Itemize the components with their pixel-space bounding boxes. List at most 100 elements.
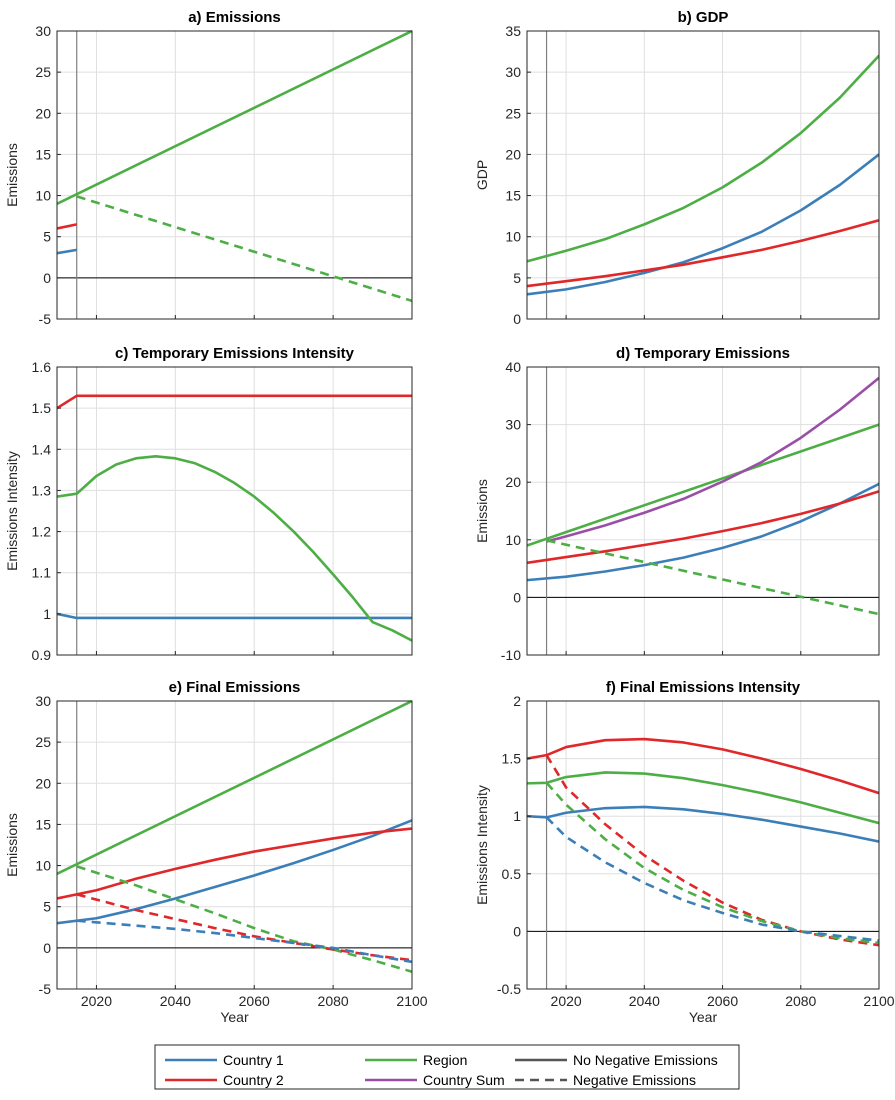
ytick-label: 30 bbox=[505, 417, 521, 433]
panel-title: d) Temporary Emissions bbox=[616, 345, 790, 362]
panel-a-emissions: -5 0 5 10 15 20 25 30 a) Emissions Emissions bbox=[4, 9, 413, 327]
x-axis-label: Year bbox=[689, 1009, 718, 1025]
panel-title: c) Temporary Emissions Intensity bbox=[115, 345, 355, 362]
axes-box bbox=[526, 366, 880, 656]
legend-label-country-sum: Country Sum bbox=[423, 1072, 505, 1088]
series-group bbox=[527, 376, 879, 616]
ytick-label: 20 bbox=[505, 474, 521, 490]
y-axis-label: Emissions Intensity bbox=[4, 451, 20, 571]
axes-box bbox=[56, 366, 413, 656]
xtick-label: 2040 bbox=[629, 993, 660, 1009]
ytick-label: 1.3 bbox=[32, 482, 52, 498]
ytick-label: 25 bbox=[505, 105, 521, 121]
series-group bbox=[57, 30, 412, 303]
series-line-country2 bbox=[57, 394, 412, 410]
legend: Country 1 Region No Negative Emissions Coun… bbox=[154, 1044, 740, 1090]
series-line-region bbox=[57, 700, 412, 875]
ytick-label: 30 bbox=[505, 64, 521, 80]
xtick-label: 2080 bbox=[318, 993, 349, 1009]
panel-title: e) Final Emissions bbox=[169, 679, 301, 696]
xtick-label: 2060 bbox=[707, 993, 738, 1009]
series-line-country1 bbox=[57, 612, 412, 620]
xtick-label: 2100 bbox=[396, 993, 427, 1009]
ytick-label: 30 bbox=[35, 23, 51, 39]
xtick-label: 2020 bbox=[81, 993, 112, 1009]
series-line-country1-negative-emissions bbox=[545, 816, 879, 942]
legend-box bbox=[154, 1044, 740, 1090]
ytick-label: 0.5 bbox=[502, 866, 522, 882]
series-line-country-sum bbox=[546, 376, 879, 543]
ytick-label: 0 bbox=[513, 311, 521, 327]
axes-box bbox=[56, 30, 413, 320]
series-line-country2 bbox=[57, 223, 77, 230]
ytick-label: 5 bbox=[513, 270, 521, 286]
series-line-country2 bbox=[527, 219, 879, 288]
ytick-label: -10 bbox=[501, 647, 521, 663]
series-line-region bbox=[527, 54, 879, 263]
legend-label-no-negative-emissions: No Negative Emissions bbox=[573, 1052, 718, 1068]
axes-box bbox=[526, 700, 880, 990]
ytick-label: 15 bbox=[35, 816, 51, 832]
ytick-label: 15 bbox=[505, 188, 521, 204]
panel-title: f) Final Emissions Intensity bbox=[606, 679, 801, 696]
series-line-region-negative-emissions bbox=[76, 865, 412, 973]
ytick-label: 25 bbox=[35, 64, 51, 80]
ytick-label: 40 bbox=[505, 359, 521, 375]
ytick-label: 0 bbox=[43, 270, 51, 286]
ytick-label: 35 bbox=[505, 23, 521, 39]
panel-title: b) GDP bbox=[678, 9, 729, 26]
ytick-label: 0 bbox=[513, 923, 521, 939]
series-group bbox=[527, 737, 879, 947]
ytick-label: 1.6 bbox=[32, 359, 52, 375]
axes-box bbox=[526, 30, 880, 320]
series-line-country1 bbox=[527, 482, 879, 582]
series-line-region-negative-emissions bbox=[76, 195, 412, 303]
ytick-label: 10 bbox=[35, 188, 51, 204]
series-line-region bbox=[57, 454, 412, 642]
y-axis-label: Emissions Intensity bbox=[474, 785, 490, 905]
series-line-region-negative-emissions bbox=[545, 781, 879, 945]
ytick-label: 1.1 bbox=[32, 565, 52, 581]
ytick-label: 1.4 bbox=[32, 441, 52, 457]
xtick-label: 2040 bbox=[160, 993, 191, 1009]
ytick-label: 0.9 bbox=[32, 647, 52, 663]
ytick-label: 10 bbox=[35, 858, 51, 874]
y-axis-label: Emissions bbox=[4, 813, 20, 877]
axes-box bbox=[56, 700, 413, 990]
ytick-label: 20 bbox=[505, 146, 521, 162]
panel-title: a) Emissions bbox=[188, 9, 281, 26]
series-line-country2-negative-emissions bbox=[76, 893, 412, 962]
ytick-label: 30 bbox=[35, 693, 51, 709]
series-line-region bbox=[527, 423, 879, 547]
ytick-label: 5 bbox=[43, 899, 51, 915]
ytick-label: 20 bbox=[35, 775, 51, 791]
ytick-label: 20 bbox=[35, 105, 51, 121]
series-line-country1-negative-emissions bbox=[76, 919, 412, 964]
series-line-country1 bbox=[57, 248, 77, 255]
legend-label-country-1: Country 1 bbox=[223, 1052, 284, 1068]
legend-label-region: Region bbox=[423, 1052, 467, 1068]
ytick-label: 25 bbox=[35, 734, 51, 750]
series-group bbox=[527, 54, 879, 296]
xtick-label: 2080 bbox=[785, 993, 816, 1009]
ytick-label: 10 bbox=[505, 532, 521, 548]
ytick-label: 1.5 bbox=[502, 751, 522, 767]
series-line-region bbox=[527, 771, 879, 825]
ytick-label: 1 bbox=[513, 808, 521, 824]
ytick-label: -5 bbox=[39, 981, 52, 997]
panel-d-temporary-emissions: -10 0 10 20 30 40 d) Temporary Emissions Emissi… bbox=[474, 345, 880, 663]
ytick-label: 1 bbox=[43, 606, 51, 622]
panel-f-final-emissions-intensity: -0.5 0 0.5 1 1.5 2 2020 2040 2060 2080 2100 f) Fina… bbox=[474, 679, 895, 1025]
panel-e-final-emissions: -5 0 5 10 15 20 25 30 2020 2040 2060 2080 2100 e) Fin… bbox=[4, 679, 428, 1025]
xtick-label: 2060 bbox=[239, 993, 270, 1009]
series-line-country1 bbox=[527, 805, 879, 843]
ytick-label: 0 bbox=[43, 940, 51, 956]
y-axis-label: GDP bbox=[474, 160, 490, 190]
ytick-label: 10 bbox=[505, 229, 521, 245]
series-line-country1 bbox=[527, 153, 879, 296]
legend-label-negative-emissions: Negative Emissions bbox=[573, 1072, 696, 1088]
ytick-label: -0.5 bbox=[497, 981, 521, 997]
ytick-label: 1.5 bbox=[32, 400, 52, 416]
